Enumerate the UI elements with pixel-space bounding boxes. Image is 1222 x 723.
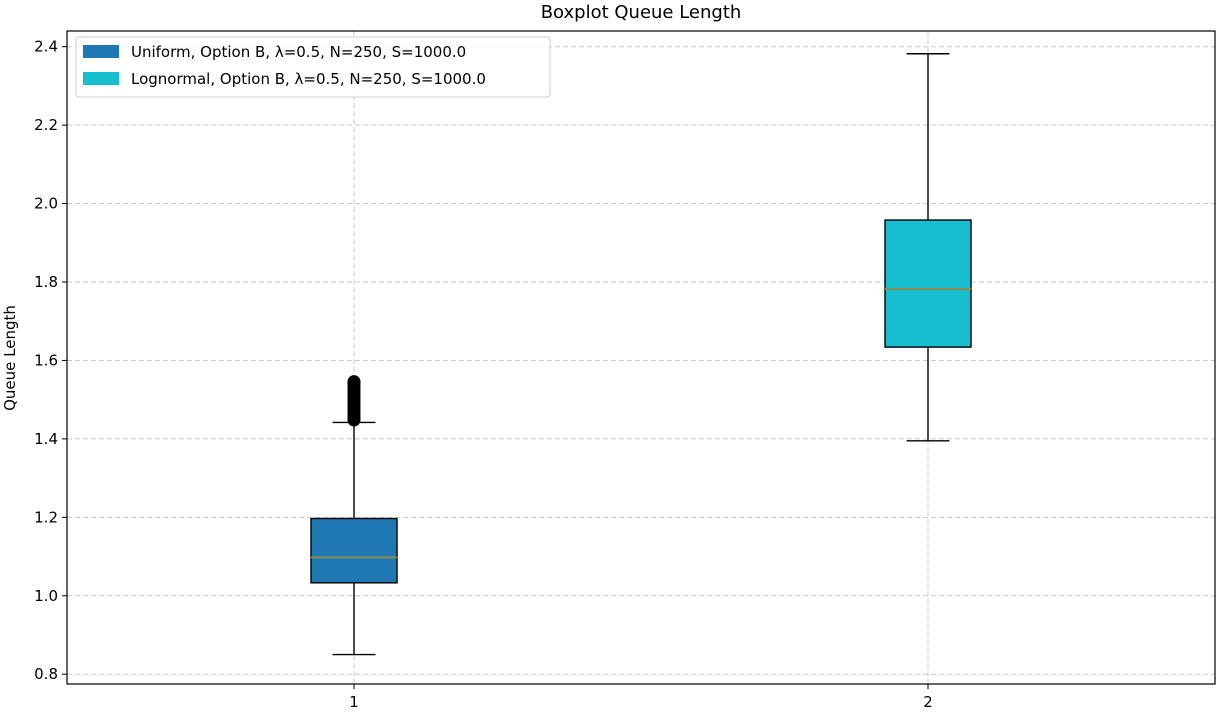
box	[310, 517, 398, 584]
y-tick-label: 2.4	[34, 38, 58, 56]
legend-swatch	[83, 72, 119, 85]
legend-label: Lognormal, Option B, λ=0.5, N=250, S=100…	[131, 70, 486, 88]
y-tick-label: 1.4	[34, 430, 58, 448]
y-axis-label: Queue Length	[1, 305, 19, 411]
legend: Uniform, Option B, λ=0.5, N=250, S=1000.…	[75, 36, 551, 98]
legend-swatch	[83, 45, 119, 58]
axes: 0.8 1.0 1.2 1.4 1.6 1.8 2.0 2.2 2.4 1 2	[34, 30, 1216, 711]
legend-label: Uniform, Option B, λ=0.5, N=250, S=1000.…	[131, 43, 466, 61]
outlier-point	[347, 375, 361, 389]
legend-box	[75, 36, 551, 98]
x-tick-label: 1	[349, 693, 359, 711]
y-tick-label: 1.8	[34, 273, 58, 291]
y-tick-label: 0.8	[34, 665, 58, 683]
grid	[67, 31, 1215, 684]
y-tick-label: 2.0	[34, 195, 58, 213]
plot-frame	[66, 30, 1216, 685]
y-tick-label: 1.0	[34, 587, 58, 605]
y-tick-label: 1.2	[34, 508, 58, 526]
boxes	[310, 53, 972, 656]
box	[884, 219, 972, 348]
chart-title: Boxplot Queue Length	[541, 2, 742, 23]
y-tick-label: 2.2	[34, 116, 58, 134]
y-tick-label: 1.6	[34, 351, 58, 369]
x-tick-label: 2	[923, 693, 933, 711]
